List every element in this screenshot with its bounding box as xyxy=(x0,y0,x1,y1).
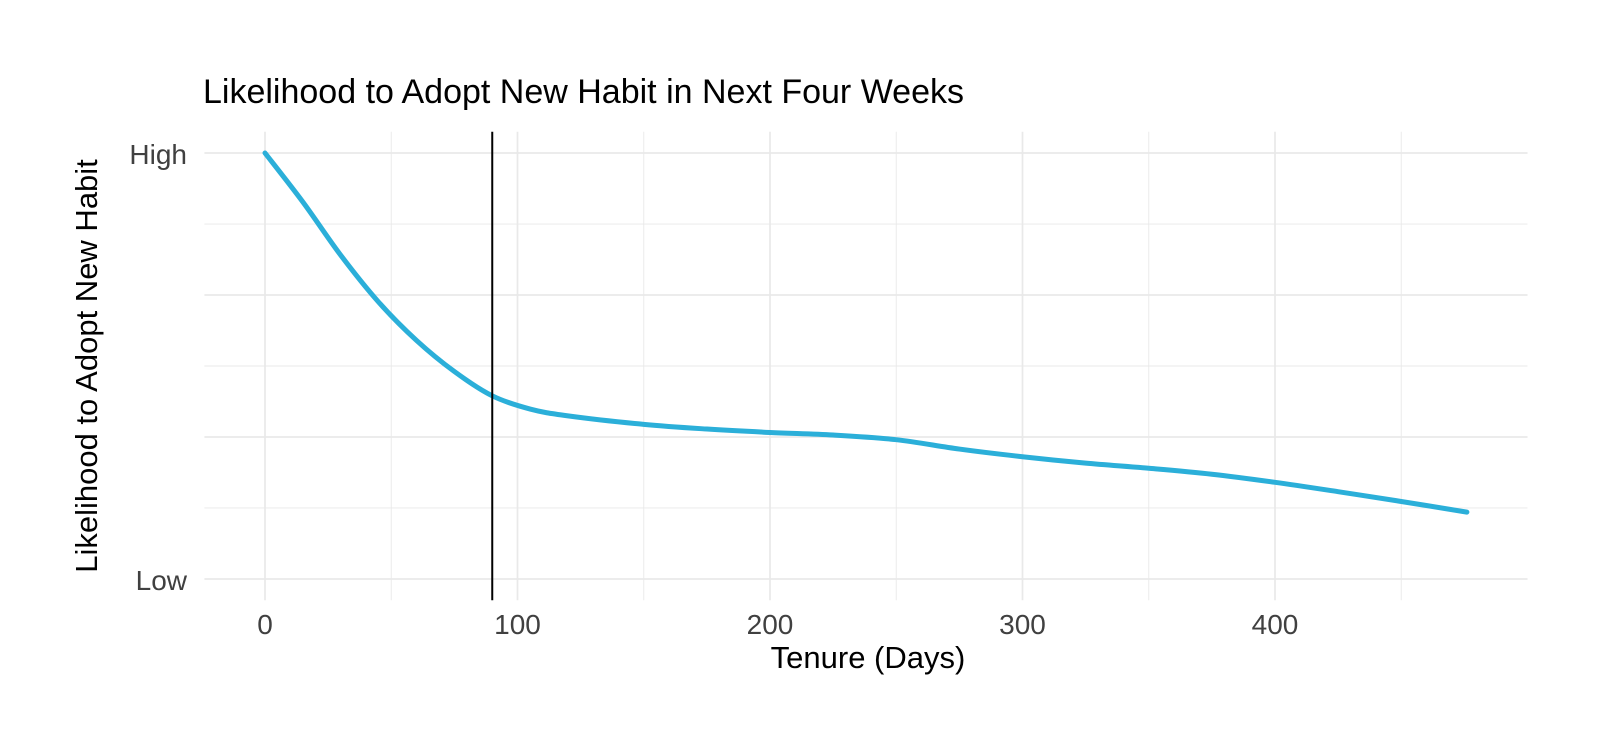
y-tick-label: High xyxy=(129,139,187,170)
chart-title: Likelihood to Adopt New Habit in Next Fo… xyxy=(203,73,964,111)
likelihood-curve xyxy=(262,150,1470,515)
y-tick-label: Low xyxy=(136,565,188,596)
x-axis-tick-labels: 0 100 200 300 400 xyxy=(257,609,1298,640)
y-axis-tick-labels: High Low xyxy=(129,139,187,596)
x-tick-label: 100 xyxy=(494,609,541,640)
x-tick-label: 300 xyxy=(999,609,1046,640)
x-axis-title: Tenure (Days) xyxy=(771,640,966,675)
x-tick-label: 400 xyxy=(1252,609,1299,640)
major-gridlines xyxy=(204,131,1528,601)
x-tick-label: 0 xyxy=(257,609,273,640)
minor-gridlines xyxy=(204,131,1528,601)
y-axis-title: Likelihood to Adopt New Habit xyxy=(69,159,104,573)
x-tick-label: 200 xyxy=(747,609,794,640)
